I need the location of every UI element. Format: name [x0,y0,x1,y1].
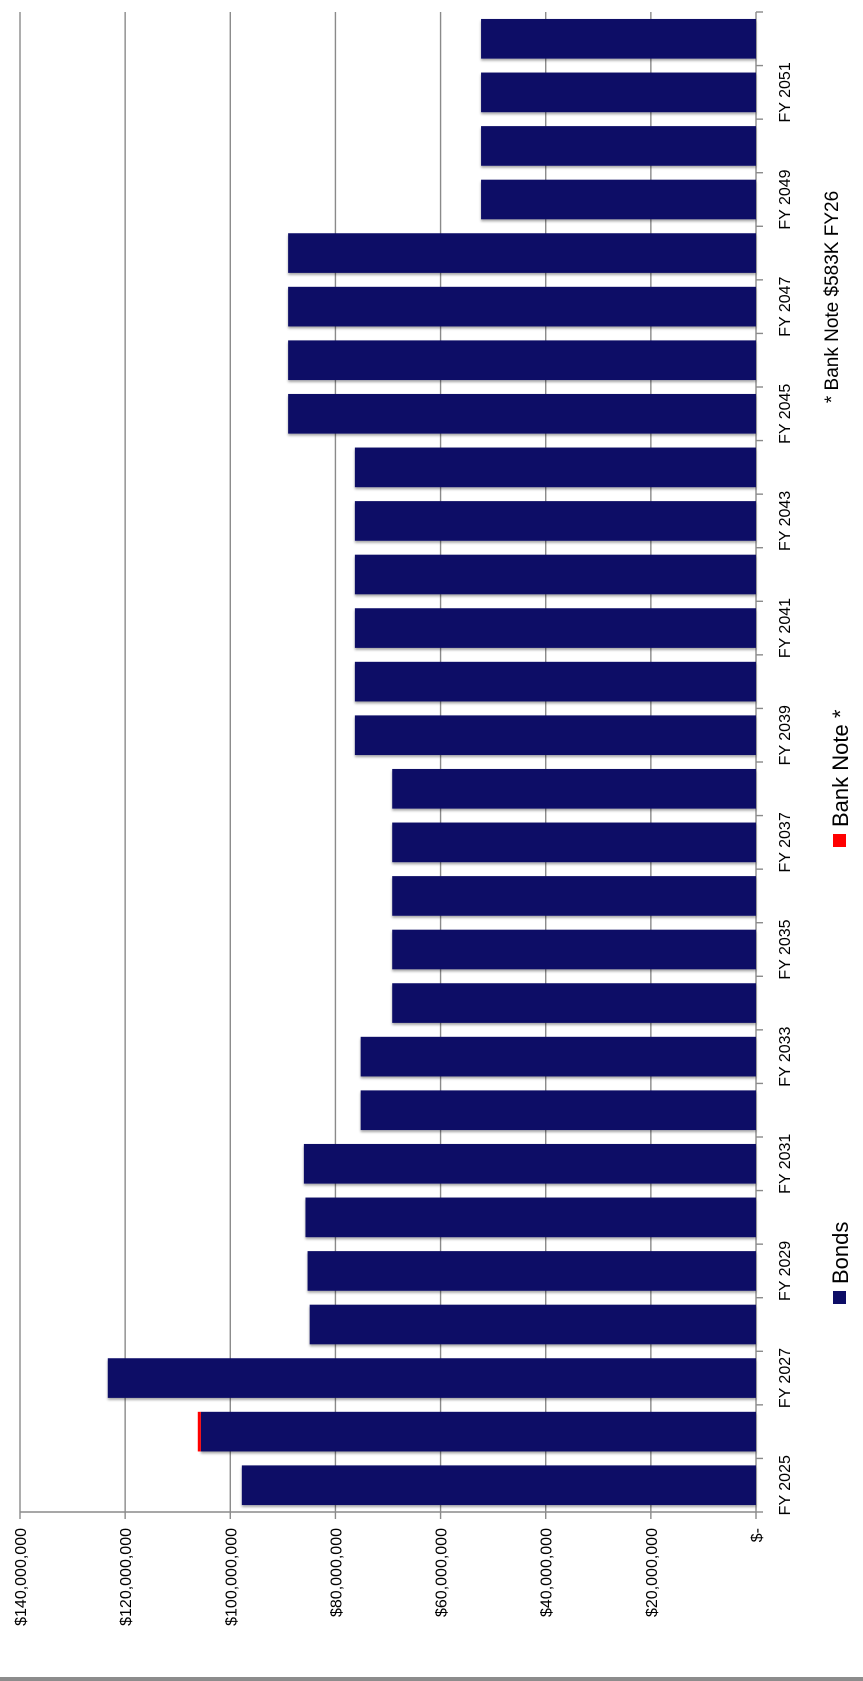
category-tick-label: FY 2045 [777,384,794,444]
bar-bonds [360,1090,756,1131]
value-tick-label: $60,000,000 [434,1528,451,1617]
bar-bonds [354,501,756,541]
bottom-rule [0,1677,863,1681]
bar-bonds [288,286,756,327]
value-tick-label: $- [749,1528,766,1542]
bar-bonds [392,876,756,916]
bar-bonds [481,72,756,113]
value-tick-label: $80,000,000 [328,1528,345,1617]
value-axis-labels: $- $20,000,000 $40,000,000 $60,000,000 $80,0… [13,1528,766,1626]
bar-bonds [200,1411,757,1452]
bar-bonds [481,179,756,220]
legend: Bonds Bank Note * [828,709,853,1304]
legend-item-bonds: Bonds [828,1222,853,1304]
footnote: * Bank Note $583K FY26 [822,191,843,403]
value-tick-label: $140,000,000 [13,1528,30,1626]
bar-bonds [107,1358,756,1398]
bars [107,18,757,1506]
category-tick-label: FY 2037 [777,812,794,872]
bar-bonds [354,715,756,756]
value-tick-label: $120,000,000 [118,1528,135,1626]
bar-bonds [392,983,756,1023]
category-tick-label: FY 2047 [777,276,794,336]
bar-bonds [288,393,756,434]
bar-bonds [288,233,756,273]
category-tick-label: FY 2033 [777,1026,794,1086]
bar-bonds [354,661,756,702]
bar-bonds [307,1251,756,1291]
bar-bonds [392,822,756,863]
legend-label: Bank Note * [828,709,853,827]
bar-bonds [354,554,756,595]
bar-bonds [309,1304,756,1345]
footnote-text: * Bank Note $583K FY26 [822,191,843,403]
value-tick-label: $20,000,000 [644,1528,661,1617]
category-tick-label: FY 2025 [777,1455,794,1515]
category-tick-label: FY 2041 [777,598,794,658]
value-tick-label: $40,000,000 [539,1528,556,1617]
bar-bonds [354,447,756,488]
bar-bank-note [197,1411,201,1452]
bar-bonds [392,768,756,809]
category-axis-labels: FY 2025 FY 2027 FY 2029 FY 2031 FY 2033 FY 20… [777,62,794,1515]
category-tick-label: FY 2043 [777,491,794,551]
value-tick-label: $100,000,000 [223,1528,240,1626]
bar-bonds [360,1036,756,1077]
category-tick-label: FY 2027 [777,1348,794,1408]
category-tick-label: FY 2035 [777,919,794,979]
category-tick-label: FY 2029 [777,1241,794,1301]
category-tick-label: FY 2051 [777,62,794,122]
bar-bonds [392,929,756,970]
bar-bonds [303,1143,756,1184]
bar-bonds [481,126,756,166]
bar-bonds [305,1197,756,1238]
bar-bonds [288,340,756,381]
bar-bonds [241,1465,756,1506]
category-tick-label: FY 2039 [777,705,794,765]
category-tick-label: FY 2049 [777,169,794,229]
bar-bonds [354,608,756,648]
bar-bonds [481,18,756,59]
legend-swatch [833,834,846,847]
legend-swatch [833,1291,846,1304]
category-tick-label: FY 2031 [777,1134,794,1194]
legend-label: Bonds [828,1222,853,1284]
legend-item-bank-note: Bank Note * [828,709,853,847]
